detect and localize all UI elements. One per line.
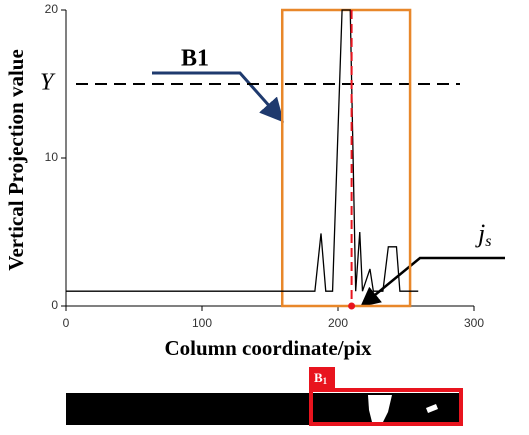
x-tick-label: 300 — [464, 316, 484, 330]
y-tick-label: 0 — [51, 298, 58, 312]
y-axis-label: Vertical Projection value — [4, 49, 28, 271]
x-tick-label: 0 — [63, 316, 70, 330]
x-axis-label: Column coordinate/pix — [164, 336, 372, 360]
annotation-arrow — [152, 71, 284, 123]
image-blob — [426, 404, 438, 413]
data-line — [66, 9, 419, 292]
x-tick-label: 200 — [328, 316, 348, 330]
image-strip — [66, 393, 462, 425]
annotation-arrow — [360, 256, 505, 308]
strip-label: B1 — [314, 370, 328, 386]
y-tick-label: 10 — [45, 150, 59, 164]
marker-annotation: js — [475, 219, 491, 250]
marker-dot — [348, 302, 356, 310]
strip-box — [309, 388, 463, 426]
x-tick-label: 100 — [192, 316, 212, 330]
region-box — [280, 8, 412, 308]
strip-tag — [309, 367, 335, 389]
threshold-label: Y — [40, 70, 56, 96]
image-blob — [368, 395, 392, 422]
y-tick-label: 20 — [45, 2, 59, 16]
box-annotation: B1 — [181, 46, 209, 72]
